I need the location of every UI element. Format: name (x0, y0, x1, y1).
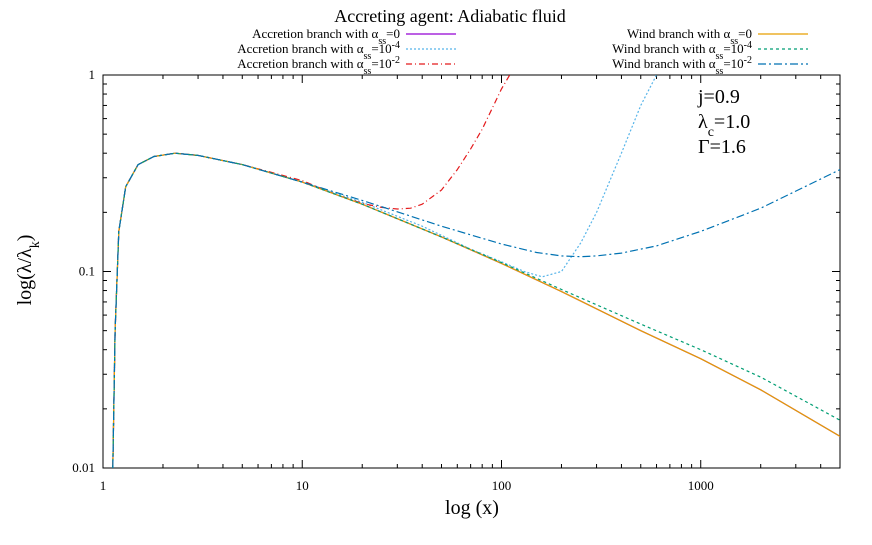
legend-label-main: Wind branch with α (612, 56, 716, 71)
x-tick-label: 10 (296, 478, 309, 493)
legend-label-5: Wind branch with αss=10-2 (612, 55, 752, 77)
y-tick-label: 0.01 (72, 460, 95, 475)
series-line-0 (112, 152, 840, 468)
legend-label-eq: =10 (723, 56, 743, 71)
legend-label-sub: ss (364, 51, 372, 62)
legend-label-sup: -2 (392, 55, 400, 66)
legend-label-main: Wind branch with α (627, 26, 731, 41)
legend-label-sub: ss (716, 66, 724, 77)
legend-label-eq: =0 (738, 26, 752, 41)
legend-label-eq: =10 (371, 56, 391, 71)
series-line-2 (112, 75, 511, 468)
legend-label-sup: -4 (744, 40, 752, 51)
y-tick-label: 1 (89, 67, 96, 82)
annotations: j=0.9 λc=1.0Γ=1.6 (697, 86, 750, 158)
legend-label-2: Accretion branch with αss=10-2 (237, 55, 400, 77)
annotation-0: j=0.9 (697, 86, 740, 108)
legend-label-sub: ss (364, 66, 372, 77)
series-line-1 (112, 75, 658, 468)
x-tick-label: 100 (492, 478, 512, 493)
annotation-1: λc=1.0 (698, 111, 750, 140)
plot-frame (102, 74, 841, 469)
series-line-5 (112, 152, 840, 468)
y-tick-label: 0.1 (79, 264, 95, 279)
y-axis: 0.01 0.1 1 (72, 67, 840, 475)
legend-label-main: Accretion branch with α (252, 26, 378, 41)
legend-label-eq: =10 (371, 41, 391, 56)
series-line-3 (112, 152, 840, 468)
legend-label-1: Accretion branch with αss=10-4 (237, 40, 400, 62)
series-layer (112, 75, 840, 468)
legend-label-eq: =10 (723, 41, 743, 56)
legend-label-main: Wind branch with α (612, 41, 716, 56)
x-axis: 1 10 100 1000 (100, 75, 841, 493)
legend-label-sup: -4 (392, 40, 400, 51)
legend-label-main: Accretion branch with α (237, 41, 363, 56)
chart-title: Accreting agent: Adiabatic fluid (334, 6, 565, 26)
legend-label-3: Wind branch with αss=0 (627, 26, 752, 47)
legend-label-main: Accretion branch with α (237, 56, 363, 71)
legend-label-eq: =0 (386, 26, 400, 41)
x-axis-label: log (x) (445, 497, 499, 519)
series-line-4 (112, 152, 840, 468)
legend-label-0: Accretion branch with αss=0 (252, 26, 400, 47)
x-tick-label: 1000 (688, 478, 714, 493)
legend-label-sub: ss (716, 51, 724, 62)
legend-label-sub: ss (730, 36, 738, 47)
y-axis-label: log(λ/λk) (14, 235, 43, 306)
annotation-2: Γ=1.6 (698, 136, 746, 158)
legend-label-sub: ss (378, 36, 386, 47)
legend-label-sup: -2 (744, 55, 752, 66)
legend-label-4: Wind branch with αss=10-4 (612, 40, 752, 62)
x-tick-label: 1 (100, 478, 107, 493)
